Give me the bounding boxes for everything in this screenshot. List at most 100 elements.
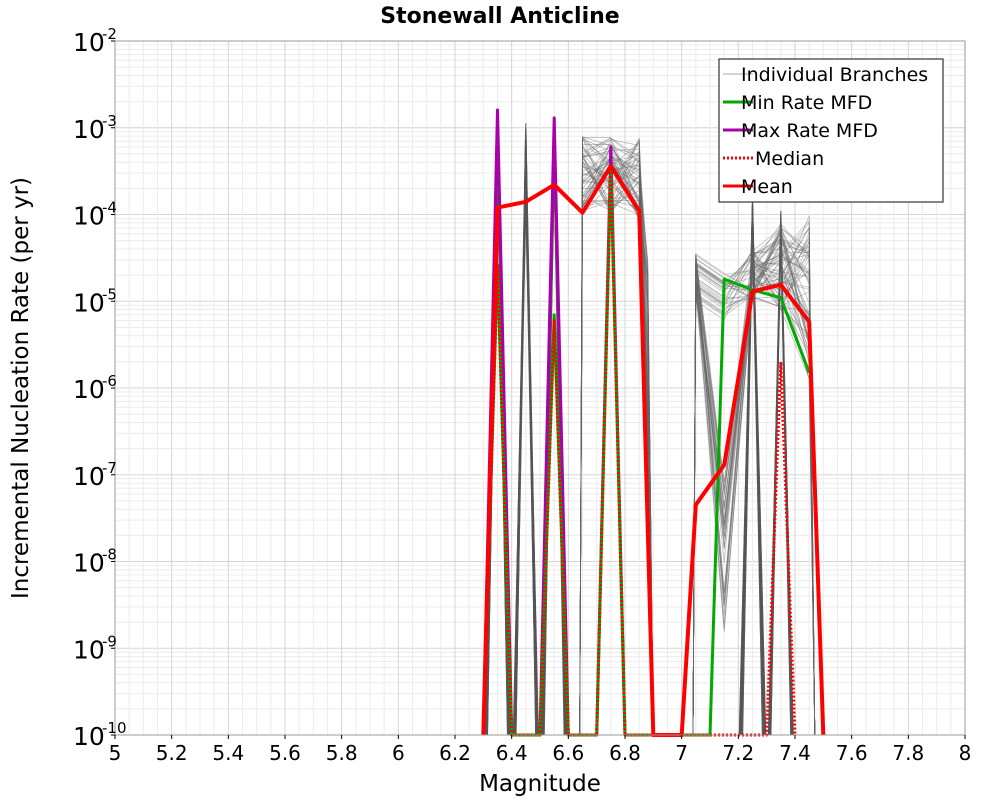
x-tick-label: 6 (392, 741, 405, 765)
branch-curve (692, 254, 816, 736)
branch-curve (579, 163, 654, 736)
branch-curve (579, 137, 654, 736)
legend-item-label: Mean (741, 176, 793, 198)
branch-curve (692, 241, 816, 736)
y-tick-label: 10 (73, 722, 105, 751)
branch-curve (692, 238, 816, 736)
branch-curve (742, 202, 763, 736)
y-tick-label: 10 (73, 462, 105, 491)
branch-curve (692, 264, 816, 736)
y-tick-exponent: -9 (102, 632, 117, 650)
branch-curve (692, 268, 816, 736)
x-axis-label: Magnitude (479, 771, 601, 797)
y-tick-label: 10 (73, 288, 105, 317)
x-tick-label: 6.6 (552, 741, 584, 765)
branch-curve (579, 162, 654, 736)
branch-curve (692, 252, 816, 736)
branch-curve (579, 148, 654, 736)
y-tick-exponent: -3 (102, 112, 117, 130)
branch-curve (692, 238, 816, 736)
branch-curve (692, 238, 816, 736)
branch-curve (579, 150, 654, 736)
branch-curve (579, 146, 654, 736)
branch-curve (579, 138, 654, 736)
x-tick-label: 5.4 (212, 741, 244, 765)
x-axis-ticks: 5 5.2 5.4 5.6 5.8 6 6.2 6.4 6.6 6.8 7 7.2 7.4 7.6 7.8 8 (109, 735, 971, 765)
legend-item-label: Min Rate MFD (741, 92, 872, 114)
branch-curve (579, 156, 654, 736)
branch-curve (579, 180, 654, 736)
y-tick-label: 10 (73, 115, 105, 144)
y-tick-exponent: -4 (102, 199, 117, 217)
branch-curve (692, 258, 816, 736)
branch-curve (579, 163, 654, 736)
legend-item-label: Median (755, 148, 824, 170)
branch-curve (579, 139, 654, 736)
branch-curve (692, 254, 816, 736)
branch-curve (579, 144, 654, 736)
branch-curve (692, 254, 816, 736)
branch-curve (692, 262, 816, 736)
branch-curve (579, 199, 654, 736)
x-tick-label: 6.2 (439, 741, 471, 765)
x-tick-label: 7.8 (892, 741, 924, 765)
branch-curve (579, 153, 654, 736)
branch-curve (692, 231, 816, 736)
chart-title: Stonewall Anticline (380, 4, 619, 29)
x-tick-label: 7.4 (779, 741, 811, 765)
branch-curve (513, 145, 539, 736)
branch-curve (692, 254, 816, 736)
x-tick-label: 5.2 (156, 741, 188, 765)
branch-curve (692, 250, 816, 736)
y-tick-exponent: -6 (102, 372, 117, 390)
x-tick-label: 6.4 (496, 741, 528, 765)
x-tick-label: 7 (675, 741, 688, 765)
branch-curve (692, 244, 816, 736)
y-tick-label: 10 (73, 549, 105, 578)
legend: Individual Branches Min Rate MFD Max Rate … (718, 58, 944, 203)
branch-curve (579, 160, 654, 736)
branch-curve (692, 237, 816, 736)
y-tick-label: 10 (73, 202, 105, 231)
x-tick-label: 5.6 (269, 741, 301, 765)
y-tick-exponent: -10 (102, 719, 127, 737)
branch-curve (579, 161, 654, 736)
y-axis-label: Incremental Nucleation Rate (per yr) (8, 177, 34, 599)
branch-curve (579, 151, 654, 736)
branch-curve (692, 251, 816, 736)
legend-item-label: Individual Branches (741, 64, 928, 86)
branch-curve (579, 139, 654, 736)
branch-curve (579, 158, 654, 736)
y-tick-exponent: -5 (102, 285, 117, 303)
branch-curve (515, 192, 537, 736)
branch-curve (579, 135, 654, 736)
branch-curve (579, 152, 654, 736)
branch-curve (579, 139, 654, 736)
branch-curve (692, 251, 816, 736)
y-tick-label: 10 (73, 375, 105, 404)
branch-curve (579, 164, 654, 736)
branch-curve (692, 236, 816, 736)
y-tick-exponent: -2 (102, 25, 117, 43)
x-tick-label: 5 (109, 741, 122, 765)
branch-curve (692, 269, 816, 736)
x-tick-label: 7.6 (836, 741, 868, 765)
y-tick-label: 10 (73, 28, 105, 57)
branch-curve (579, 162, 654, 736)
branch-curve (579, 136, 654, 736)
x-tick-label: 5.8 (326, 741, 358, 765)
branch-curve (579, 141, 654, 736)
branch-curve (692, 225, 816, 736)
branch-curve (579, 156, 654, 736)
branch-curve (513, 204, 539, 736)
branch-curve (579, 137, 654, 736)
branch-curve (579, 137, 654, 736)
branch-curve (579, 183, 654, 736)
branch-curve (692, 258, 816, 736)
y-tick-exponent: -8 (102, 546, 117, 564)
branch-curve (692, 248, 816, 736)
branch-curve (579, 155, 654, 736)
legend-item-label: Max Rate MFD (741, 120, 878, 142)
